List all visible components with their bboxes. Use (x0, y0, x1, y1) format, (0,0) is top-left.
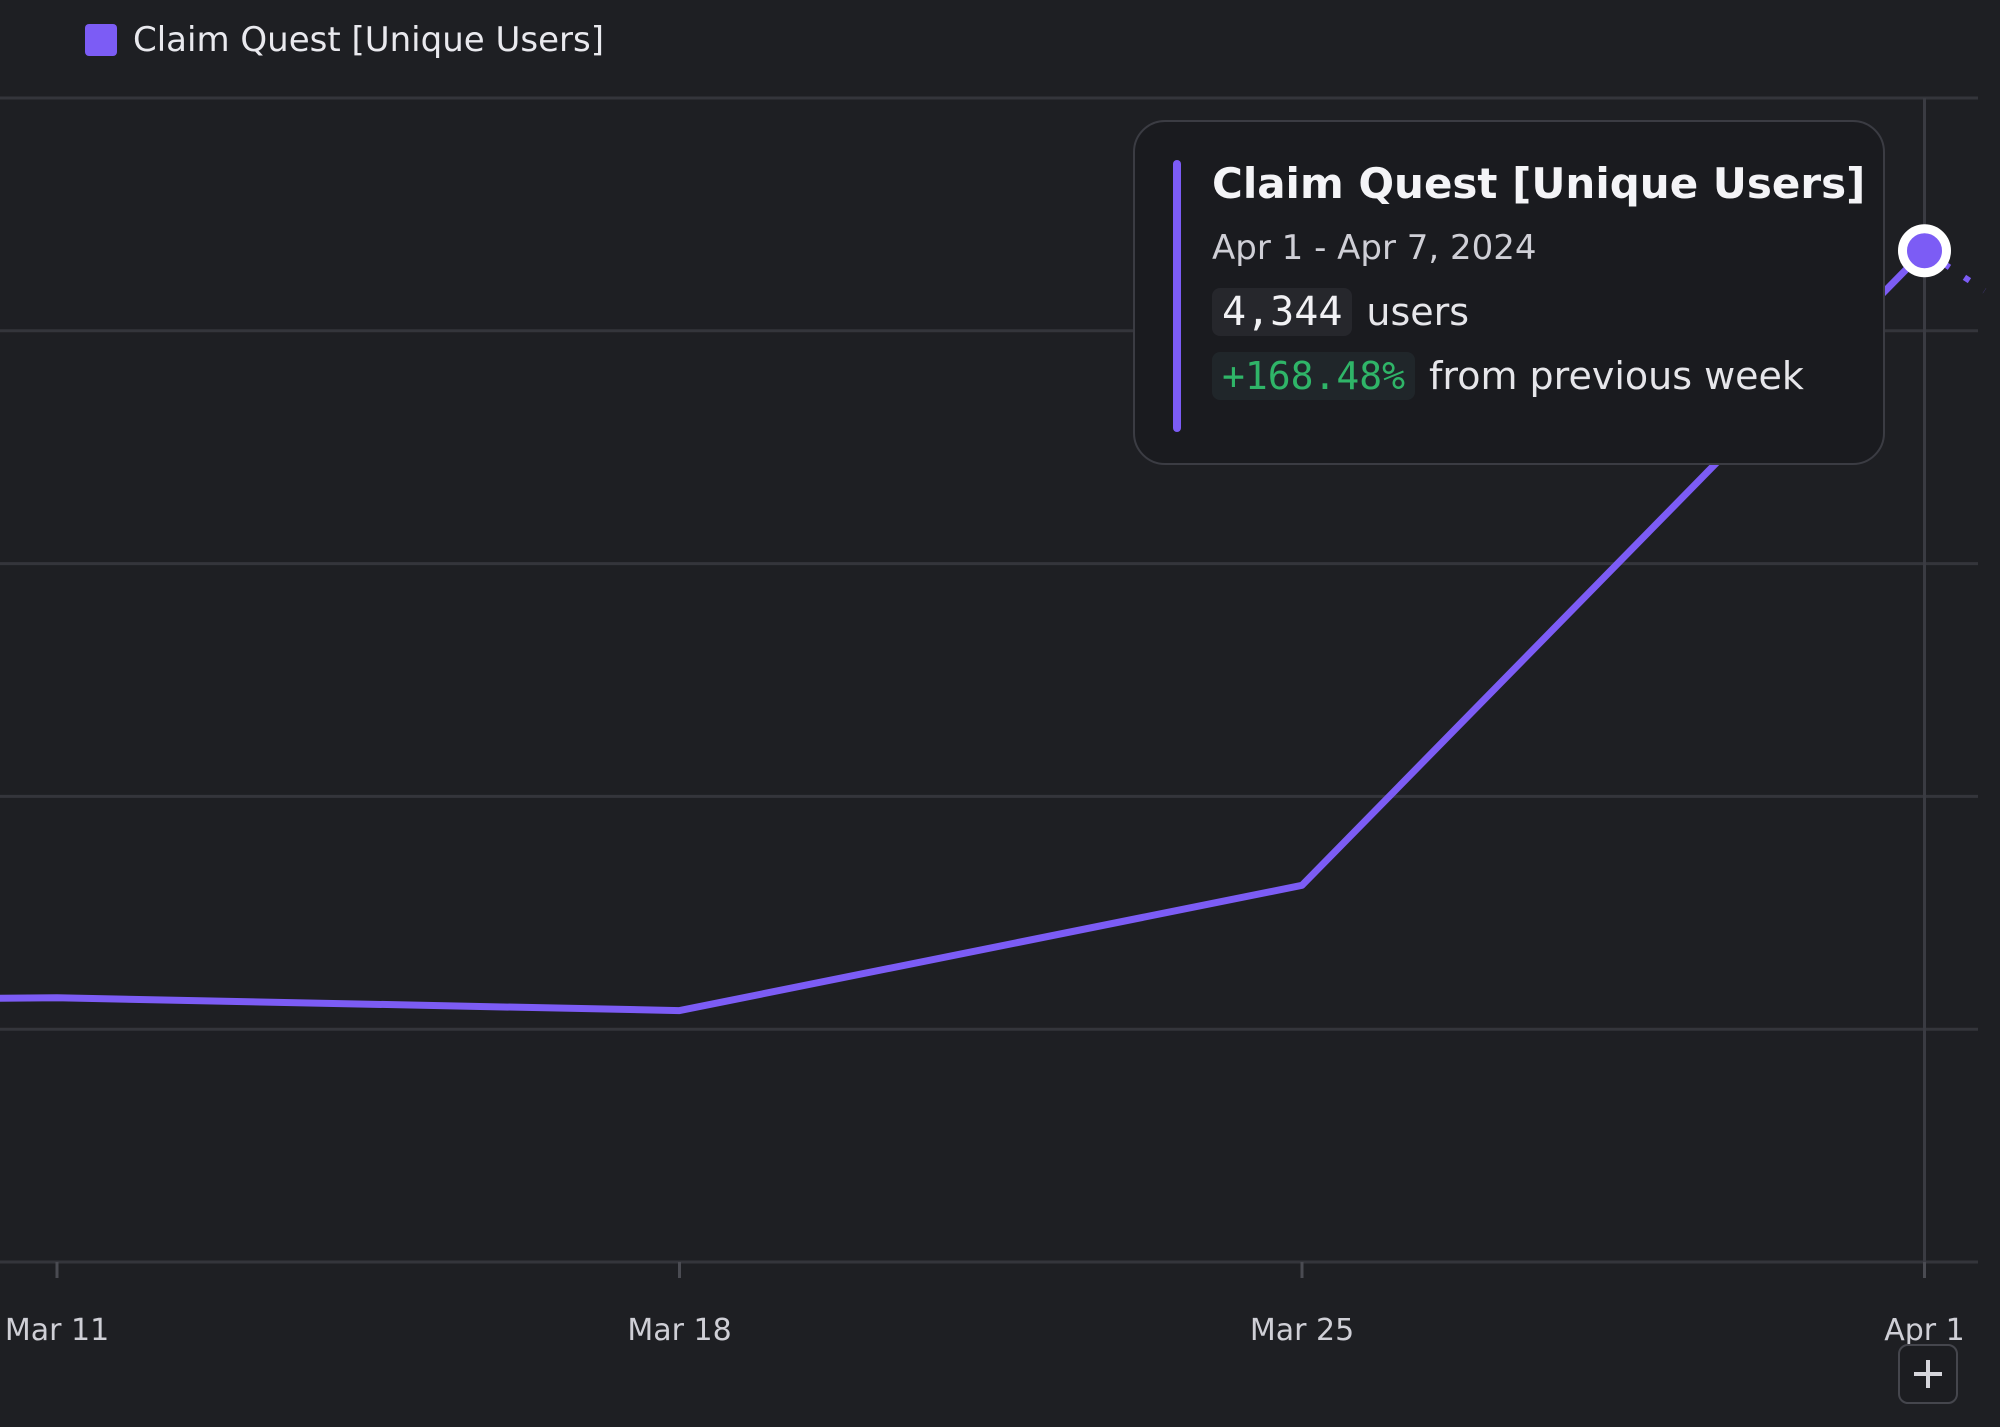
x-tick-labels: Mar 11 Mar 18 Mar 25 Apr 1 (5, 1313, 1965, 1348)
tooltip-date-range: Apr 1 - Apr 7, 2024 (1212, 228, 1537, 268)
series-lines (0, 247, 1987, 1015)
x-tick-label: Mar 11 (5, 1313, 109, 1348)
highlighted-point[interactable] (1898, 224, 1951, 278)
x-tick-label: Mar 18 (627, 1313, 731, 1348)
tooltip-change: +168.48% (1212, 352, 1416, 400)
series-line (0, 247, 1928, 1015)
x-tick-label: Apr 1 (1884, 1313, 1965, 1348)
tooltip-change-text: from previous week (1429, 354, 1804, 398)
plus-icon (1914, 1360, 1942, 1388)
hover-tooltip: Claim Quest [Unique Users] Apr 1 - Apr 7… (1133, 120, 1885, 465)
legend-swatch (85, 24, 117, 56)
add-button[interactable] (1898, 1344, 1958, 1404)
x-tick-label: Mar 25 (1250, 1313, 1354, 1348)
data-points[interactable] (1898, 224, 1951, 278)
legend-label: Claim Quest [Unique Users] (133, 20, 604, 60)
tooltip-change-row: +168.48% from previous week (1212, 352, 1883, 400)
tooltip-value: 4,344 (1212, 288, 1353, 336)
gridlines (0, 96, 1978, 1264)
tooltip-title: Claim Quest [Unique Users] (1212, 159, 1866, 208)
legend[interactable]: Claim Quest [Unique Users] (85, 20, 604, 60)
tooltip-value-unit: users (1366, 290, 1470, 334)
x-axis (55, 1262, 1926, 1278)
tooltip-value-row: 4,344 users (1212, 288, 1883, 336)
tooltip-series-marker (1173, 160, 1181, 432)
